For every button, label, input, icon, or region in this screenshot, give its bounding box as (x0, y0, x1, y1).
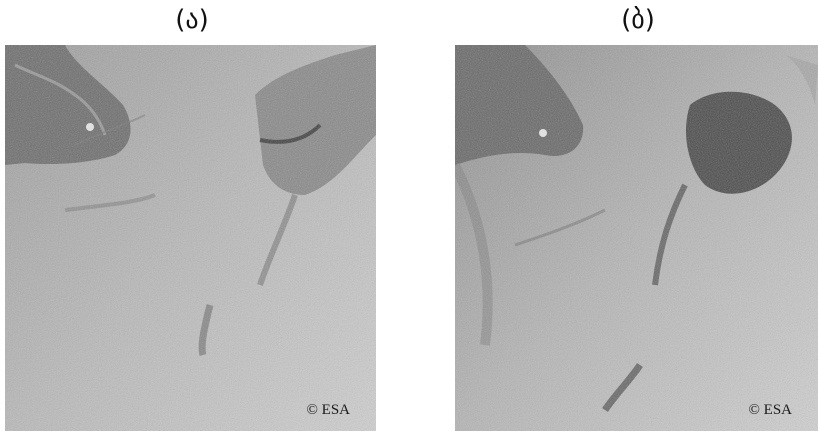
panel-a-label: (ა) (175, 5, 209, 35)
esa-credit-b: © ESA (748, 402, 792, 418)
panel-b-label: (ბ) (621, 5, 655, 35)
satellite-image-a: © ESA (5, 45, 376, 431)
satellite-image-b: © ESA (455, 45, 818, 431)
esa-credit-a: © ESA (306, 402, 350, 418)
